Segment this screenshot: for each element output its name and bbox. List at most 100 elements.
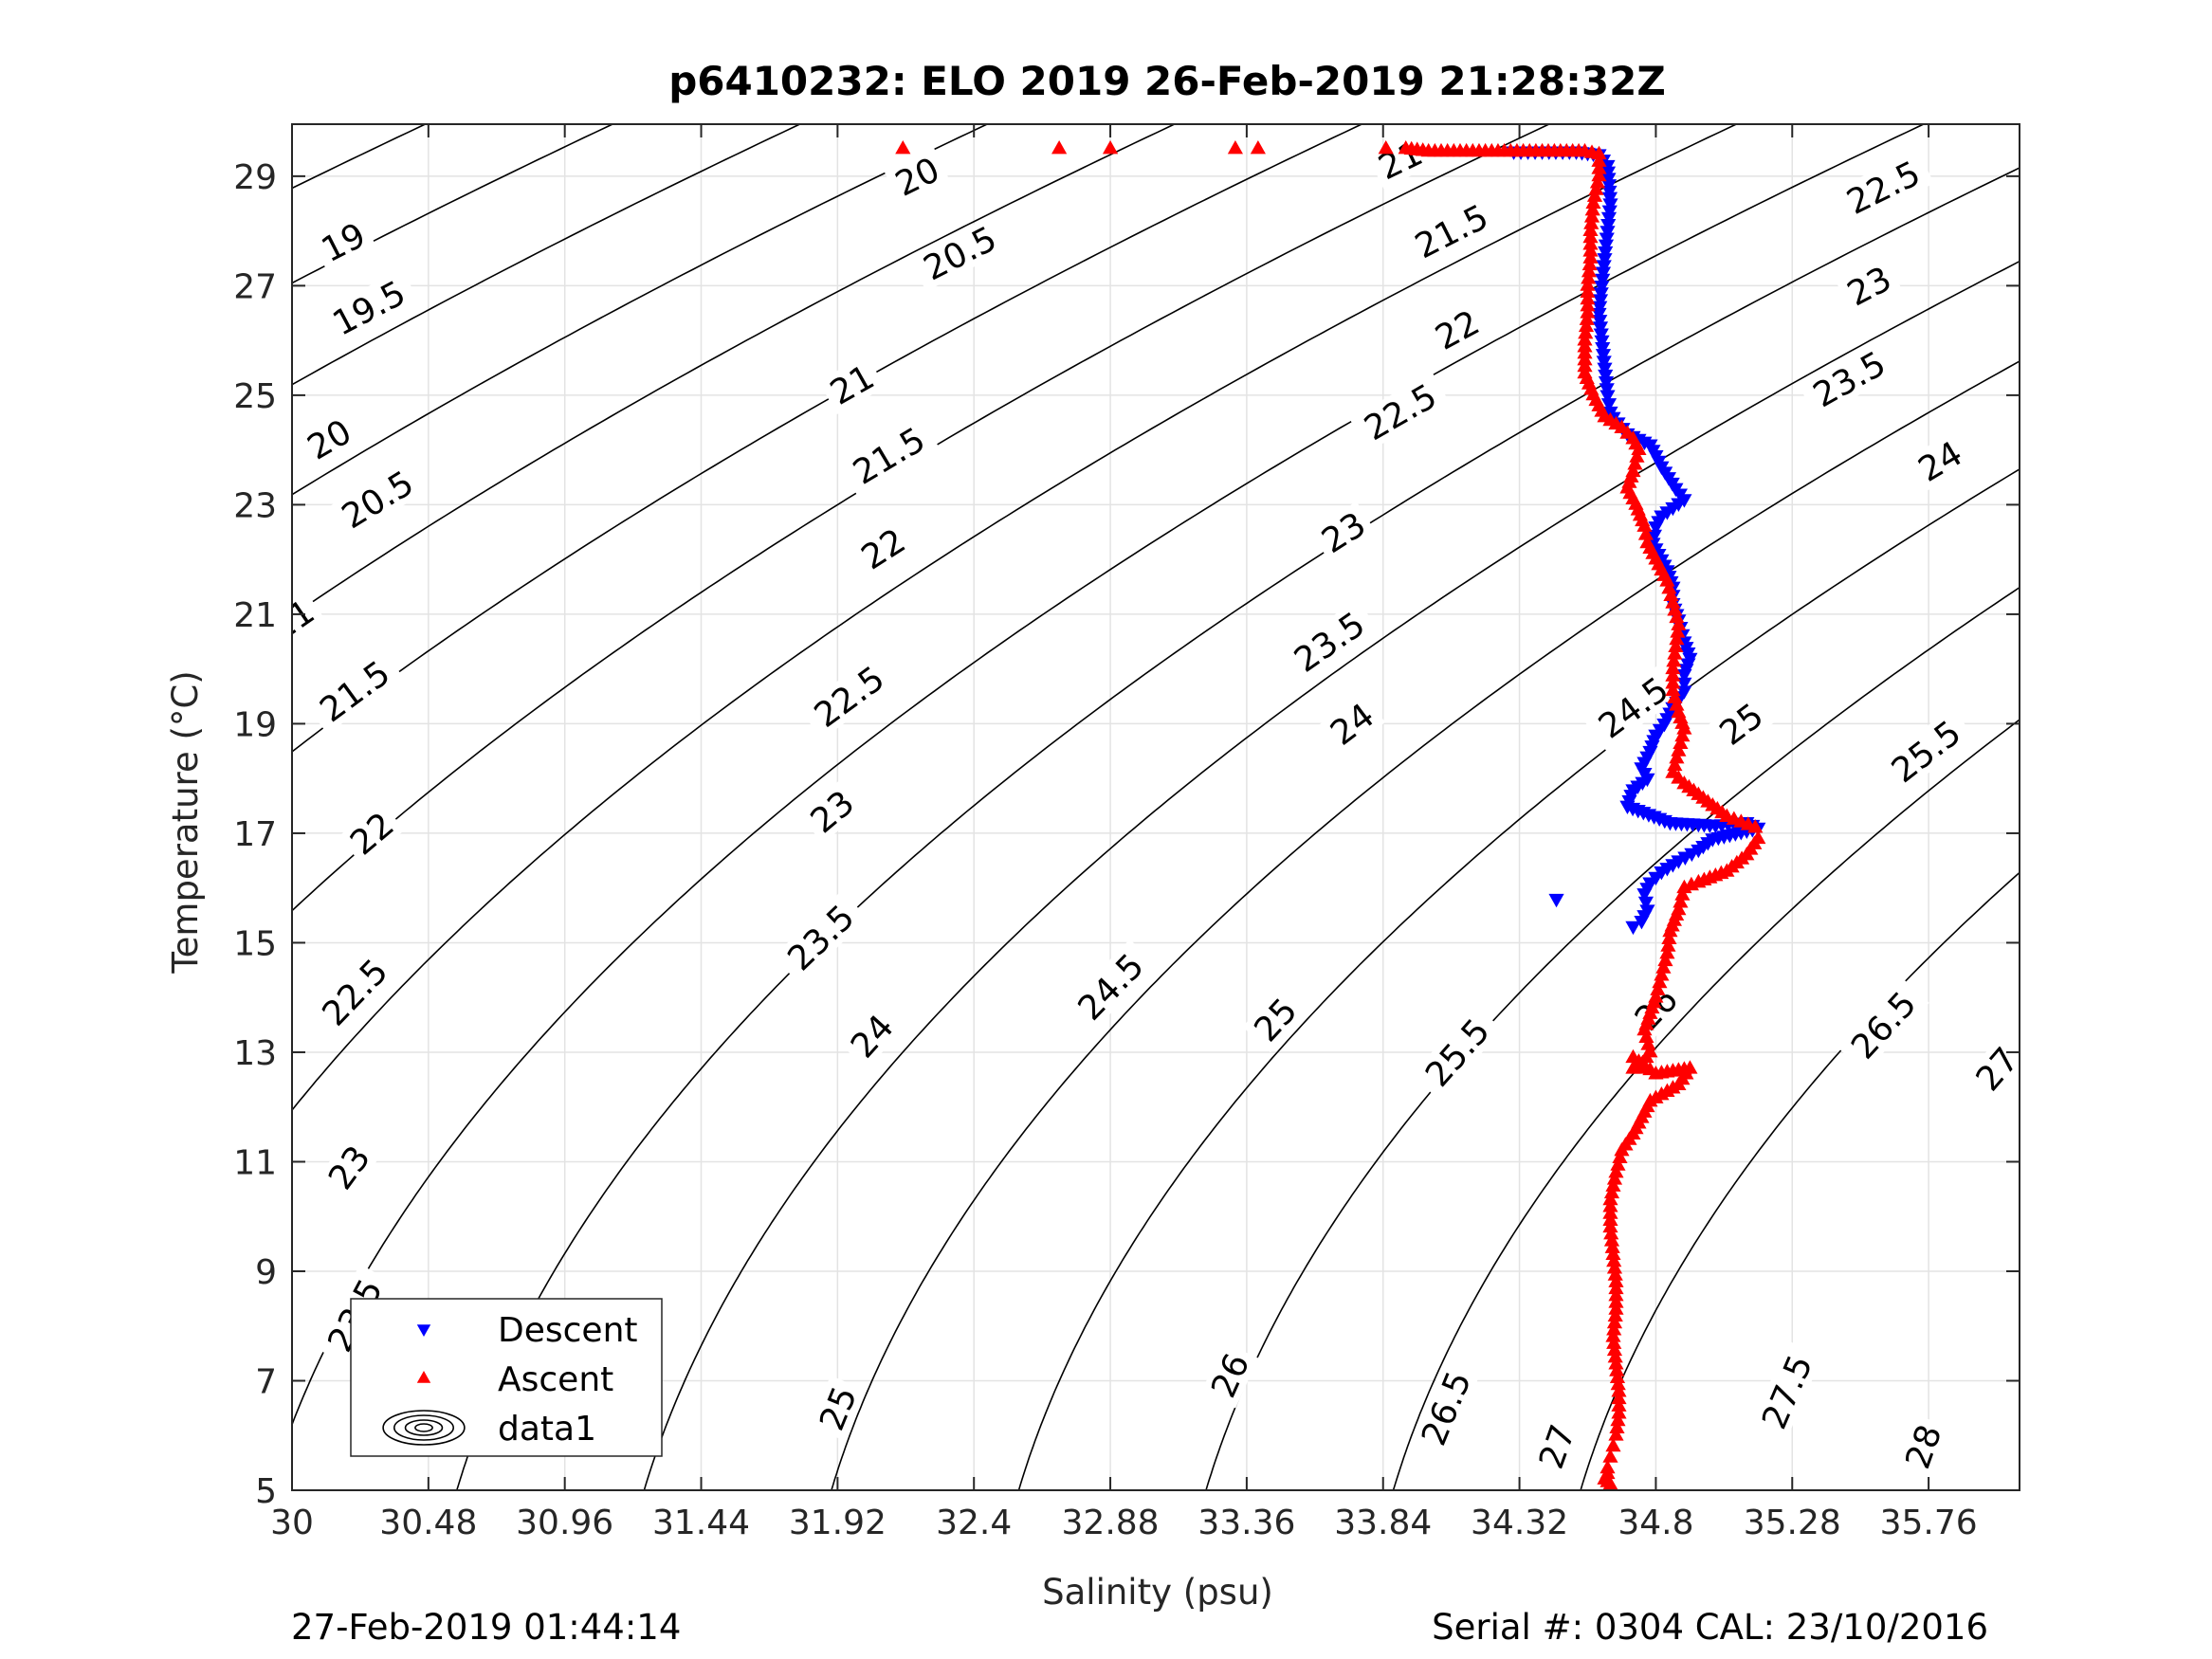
legend-contour-marker: [414, 1423, 433, 1432]
ascent-point: [1660, 938, 1676, 952]
footer-serial-calibration: Serial #: 0304 CAL: 23/10/2016: [1432, 1607, 1988, 1648]
ascent-point: [1580, 304, 1596, 319]
ascent-point: [1591, 145, 1607, 160]
legend-item-ascent: Ascent: [416, 1360, 613, 1399]
ascent-point: [1665, 675, 1681, 689]
ascent-point: [1608, 1294, 1624, 1308]
ascent-point: [1665, 667, 1681, 682]
x-tick-label: 30.48: [379, 1504, 477, 1542]
density-contour-line: [292, 124, 802, 386]
descent-point: [1592, 315, 1608, 329]
ascent-point: [1676, 879, 1692, 894]
x-tick-label: 35.76: [1880, 1504, 1978, 1542]
descent-point: [1600, 226, 1616, 240]
ascent-point: [1607, 1348, 1623, 1363]
ascent-point: [1603, 1232, 1620, 1247]
y-axis-ticks: 5 7 9 11 13 15 17 19 21 23 25 27 29: [233, 158, 2020, 1511]
ascent-point: [1604, 1239, 1620, 1253]
contour-label-gap: [818, 354, 886, 414]
density-contour-line: [292, 124, 1364, 754]
descent-point: [1595, 273, 1611, 288]
descent-point: [1596, 356, 1612, 370]
descent-point: [1599, 232, 1615, 246]
descent-point: [1595, 266, 1612, 281]
y-tick-label: 17: [233, 815, 277, 854]
chart-title: p6410232: ELO 2019 26-Feb-2019 21:28:32Z: [668, 58, 1666, 104]
contour-label-gap: [1583, 664, 1683, 751]
legend-item-descent: Descent: [416, 1311, 638, 1350]
ascent-point: [1612, 1149, 1628, 1164]
y-tick-label: 19: [233, 705, 277, 744]
ascent-point: [1582, 228, 1599, 244]
descent-point: [1600, 211, 1618, 227]
x-tick-label: 31.44: [652, 1504, 750, 1542]
ascent-point: [1667, 689, 1683, 703]
contour-label-gap: [839, 1002, 905, 1069]
ascent-point: [1652, 974, 1668, 989]
ascent-point: [1602, 1449, 1618, 1463]
x-tick-label: 30: [270, 1504, 314, 1542]
y-tick-label: 13: [233, 1034, 277, 1073]
descent-point: [1637, 896, 1654, 911]
descent-point: [1598, 376, 1615, 391]
ascent-point: [1591, 167, 1607, 182]
ascent-point: [1578, 324, 1594, 339]
ascent-point: [1668, 638, 1684, 652]
contour-label-gap: [317, 1133, 381, 1201]
ascent-point: [1650, 981, 1666, 995]
descent-point: [1648, 521, 1664, 536]
ascent-point: [1609, 1369, 1626, 1384]
ascent-point: [1607, 1307, 1623, 1322]
contour-label-gap: [799, 652, 899, 740]
ascent-point: [1661, 579, 1677, 594]
ascent-point: [1625, 1060, 1641, 1074]
ascent-point: [1610, 1376, 1626, 1391]
ascent-point: [1669, 750, 1685, 764]
plot-frame: [291, 123, 2020, 1491]
contour-label-gap: [1063, 939, 1158, 1034]
descent-point: [1598, 246, 1614, 261]
descent-point: [1598, 239, 1615, 254]
contour-label-gap: [295, 409, 363, 470]
ascent-point: [1610, 1157, 1626, 1171]
ascent-point: [1582, 222, 1599, 237]
density-contour-line: [292, 124, 1551, 912]
descent-point: [1636, 888, 1653, 902]
ascent-point: [1602, 1212, 1618, 1226]
ascent-point: [1665, 660, 1681, 675]
contour-label-gap: [838, 414, 940, 497]
ascent-point: [1609, 1419, 1625, 1433]
ascent-point: [1663, 587, 1679, 602]
descent-point: [1677, 851, 1693, 866]
descent-point: [1601, 205, 1618, 219]
ascent-point: [1581, 256, 1598, 271]
y-tick-label: 29: [233, 158, 277, 197]
contour-label-gap: [1895, 1413, 1950, 1479]
density-contour-line: [831, 360, 2020, 1490]
density-contour-line: [643, 260, 2020, 1490]
y-tick-label: 27: [233, 267, 277, 306]
ascent-point: [1582, 236, 1599, 250]
contour-label-gap: [1349, 371, 1452, 452]
x-axis-ticks: 30 30.48 30.96 31.44 31.92 32.4 32.88 33.36 33.8…: [270, 124, 1978, 1542]
ascent-point: [1611, 1397, 1627, 1412]
descent-point: [1592, 294, 1609, 308]
density-contour-line: [1392, 719, 2020, 1490]
contour-label-gap: [1318, 691, 1385, 756]
contour-label-gap: [1423, 300, 1490, 359]
contour-label-gap: [1832, 149, 1934, 226]
ascent-point: [1584, 201, 1600, 216]
ascent-point: [1659, 944, 1675, 959]
ascent-point: [1606, 1314, 1623, 1329]
descent-point: [1598, 369, 1614, 384]
y-tick-label: 21: [233, 596, 277, 635]
contour-label-gap: [307, 944, 401, 1040]
legend-label: data1: [498, 1410, 596, 1449]
descent-point: [1684, 848, 1700, 863]
ascent-point: [1608, 1164, 1624, 1178]
ascent-point: [1636, 518, 1653, 532]
ascent-point: [1589, 174, 1606, 189]
density-contour-line: [292, 124, 1739, 1112]
legend-item-data1: data1: [382, 1410, 596, 1449]
contour-label-gap: [1411, 1004, 1503, 1101]
